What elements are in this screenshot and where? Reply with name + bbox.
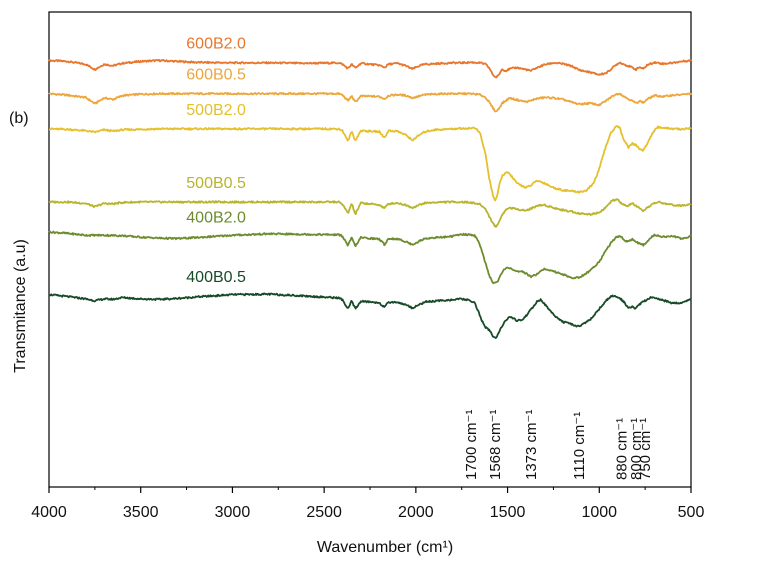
series-label: 600B2.0 xyxy=(186,36,246,53)
series-line-600b2-0 xyxy=(48,58,692,79)
series-label: 500B0.5 xyxy=(186,175,246,192)
series-line-500b0-5 xyxy=(48,198,692,228)
x-tick-label: 1500 xyxy=(490,504,526,521)
series-line-400b2-0 xyxy=(48,230,692,285)
peak-annotation: 1700 cm⁻¹ xyxy=(463,410,480,480)
series-label: 400B0.5 xyxy=(186,269,246,286)
peak-annotation: 800 cm⁻¹ xyxy=(628,418,645,480)
series-line-400b0-5 xyxy=(48,292,692,339)
series-line-600b0-5 xyxy=(48,92,692,113)
x-tick-label: 2500 xyxy=(306,504,342,521)
series-label: 400B2.0 xyxy=(186,209,246,226)
series-layer xyxy=(48,58,692,339)
peak-annotation: 1373 cm⁻¹ xyxy=(523,410,540,480)
x-tick-label: 3500 xyxy=(123,504,159,521)
series-label-layer: 600B2.0 600B0.5 500B2.0 500B0.5 400B2.0 400B0… xyxy=(186,36,246,286)
peak-annotation: 1110 cm⁻¹ xyxy=(571,412,588,480)
y-axis-title: Transmitance (a.u) xyxy=(12,239,29,373)
x-tick-label: 2000 xyxy=(398,504,434,521)
peak-annotation: 880 cm⁻¹ xyxy=(613,418,630,480)
plot-frame xyxy=(48,11,692,488)
peak-annotation: 1568 cm⁻¹ xyxy=(487,410,504,480)
x-axis-ticks: 4000 3500 3000 2500 2000 1500 1000 500 xyxy=(31,487,704,521)
x-tick-label: 500 xyxy=(678,504,705,521)
x-tick-label: 1000 xyxy=(581,504,617,521)
series-label: 500B2.0 xyxy=(186,102,246,119)
x-tick-label: 3000 xyxy=(215,504,251,521)
peak-annotation: 750 cm⁻¹ xyxy=(637,418,654,480)
series-label: 600B0.5 xyxy=(186,67,246,84)
series-line-500b2-0 xyxy=(48,125,692,202)
peak-annotation-layer: 1700 cm⁻¹ 1568 cm⁻¹ 1373 cm⁻¹ 1110 cm⁻¹ 880 … xyxy=(463,410,654,480)
x-axis-title: Wavenumber (cm¹) xyxy=(317,539,453,556)
panel-label: (b) xyxy=(9,110,29,127)
x-tick-label: 4000 xyxy=(31,504,67,521)
